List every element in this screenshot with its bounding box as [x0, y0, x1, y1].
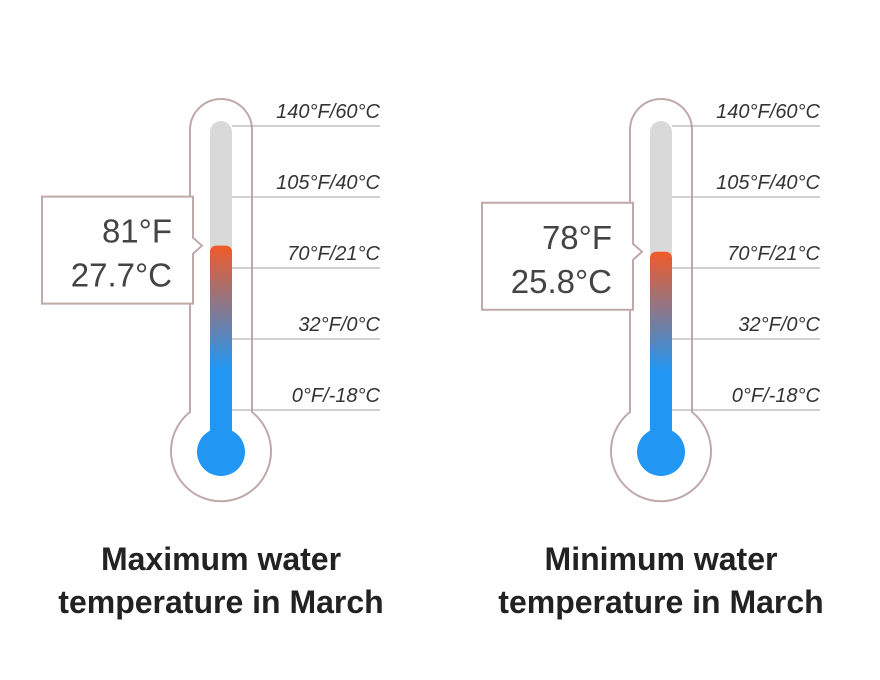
mercury — [650, 251, 672, 452]
value-label: 78°F — [542, 219, 612, 256]
chart-title: Minimum water temperature in March — [498, 541, 824, 620]
value-label: 25.8°C — [511, 263, 612, 300]
tick-label: 140°F/60°C — [716, 101, 820, 123]
tick-label: 105°F/40°C — [276, 172, 380, 194]
callout — [481, 201, 644, 311]
tick-label: 70°F/21°C — [727, 243, 820, 265]
tick-label: 0°F/-18°C — [732, 385, 821, 407]
chart-title: Maximum water temperature in March — [58, 541, 384, 620]
value-label: 27.7°C — [71, 257, 172, 294]
tick-label: 32°F/0°C — [298, 314, 380, 336]
tick-label: 0°F/-18°C — [292, 385, 381, 407]
value-label: 81°F — [102, 213, 172, 250]
callout — [41, 195, 204, 305]
tick-label: 140°F/60°C — [276, 101, 380, 123]
tick-label: 32°F/0°C — [738, 314, 820, 336]
tick-label: 70°F/21°C — [287, 243, 380, 265]
tick-label: 105°F/40°C — [716, 172, 820, 194]
bulb — [637, 428, 685, 476]
bulb — [197, 428, 245, 476]
mercury — [210, 245, 232, 452]
